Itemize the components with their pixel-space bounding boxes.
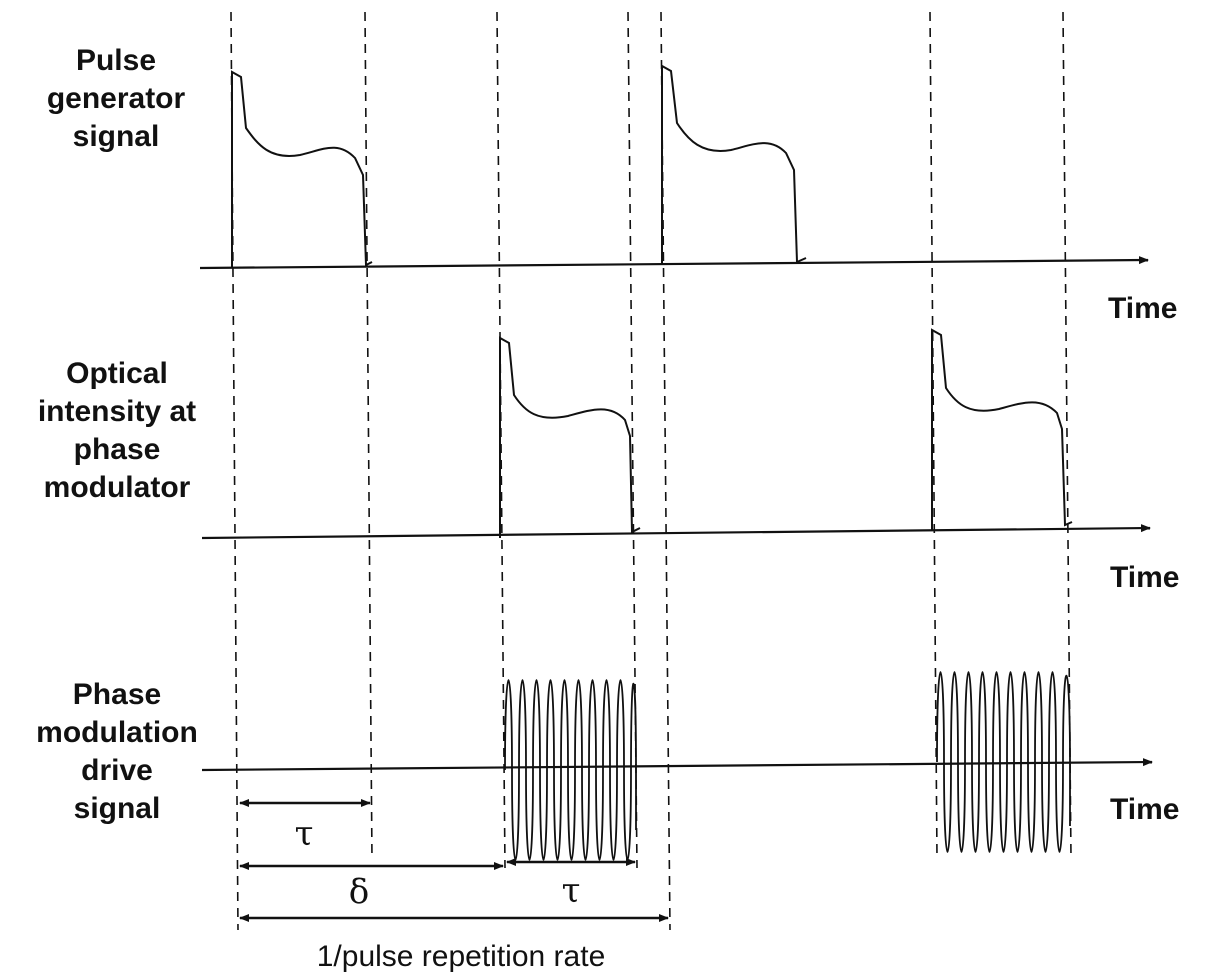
period-label: 1/pulse repetition rate [317, 940, 606, 973]
time-axis-2-label: Time [1110, 561, 1179, 594]
pulse-generator-pulse-2 [661, 64, 807, 265]
time-axis-3-label: Time [1110, 793, 1179, 826]
label-line: Optical [66, 357, 168, 390]
tau-1-label: τ [295, 814, 314, 854]
tau-2-label: τ [562, 871, 581, 911]
row-label-optical-intensity: Optical intensity at phase modulator [22, 355, 212, 507]
delta-label: δ [349, 872, 369, 912]
time-axis-2 [201, 524, 1151, 540]
label-line: modulation [36, 716, 198, 749]
label-line: generator [46, 82, 186, 115]
guide-line-pulse1-end [364, 11, 373, 861]
phase-modulation-burst-1 [504, 679, 637, 861]
row-label-phase-modulation-drive: Phase modulation drive signal [22, 676, 212, 828]
label-line: modulator [43, 471, 191, 504]
label-line: signal [73, 792, 161, 825]
label-line: signal [72, 120, 160, 153]
label-line: Pulse [75, 44, 157, 77]
guide-line-optical2-start [929, 11, 938, 859]
label-line: intensity at [37, 395, 197, 428]
time-axis-1 [199, 256, 1149, 270]
label-line: Phase [72, 678, 162, 711]
row-label-pulse-generator: Pulse generator signal [36, 42, 196, 156]
optical-intensity-pulse-2 [931, 328, 1073, 530]
pulse-generator-pulse-1 [231, 70, 373, 268]
time-axis-1-label: Time [1108, 292, 1177, 325]
optical-intensity-pulse-1 [499, 336, 641, 538]
label-line: drive [81, 754, 153, 787]
label-line: phase [73, 433, 161, 466]
time-axis-3 [201, 758, 1153, 772]
phase-modulation-burst-2 [936, 671, 1071, 853]
